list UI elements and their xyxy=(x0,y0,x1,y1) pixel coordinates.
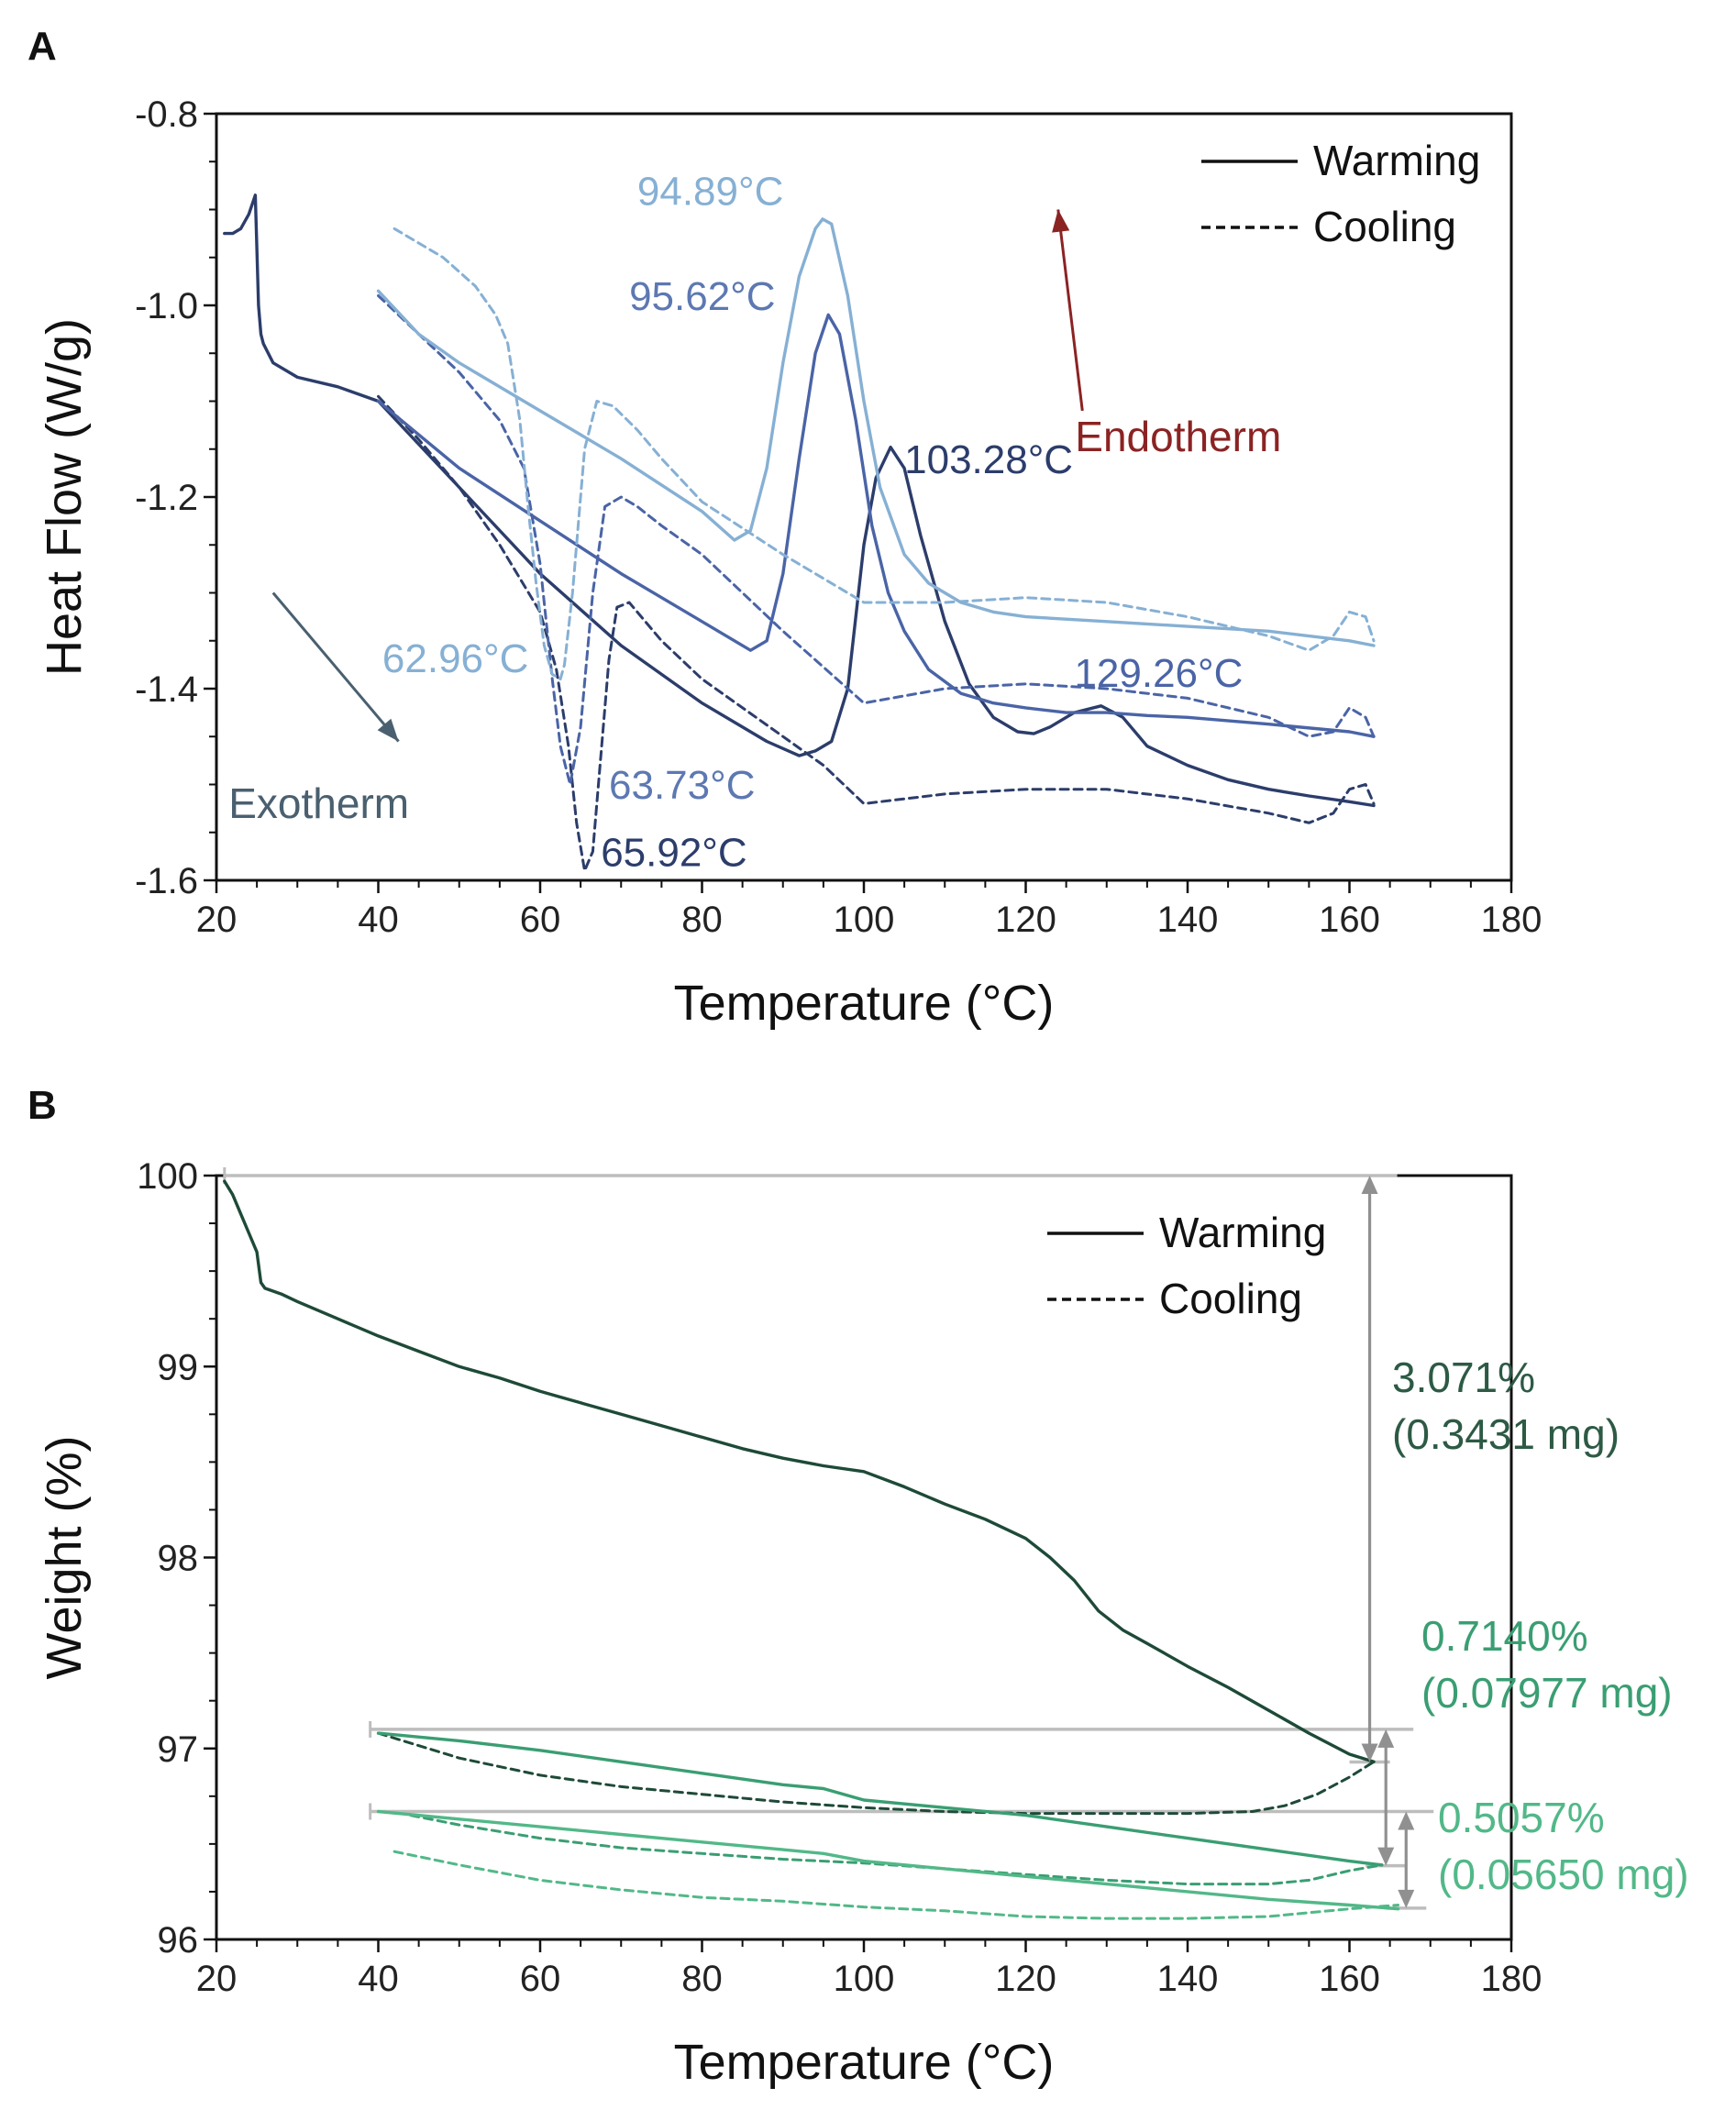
panel-a-x-tick-label: 40 xyxy=(358,900,399,940)
panel-a-arrow-shaft xyxy=(271,591,400,743)
panel-a-y-tick-label: -0.8 xyxy=(135,94,198,135)
panel-b-y-tick-label: 99 xyxy=(158,1347,199,1387)
panel-a-series-line xyxy=(377,394,1376,872)
panel-a-arrow-shaft xyxy=(1056,209,1084,412)
panel-a-series-line xyxy=(376,217,1376,647)
panel-a-x-tick-label: 20 xyxy=(196,900,238,940)
panel-b-y-tick-label: 96 xyxy=(158,1920,199,1961)
panel-a-y-axis-title: Heat Flow (W/g) xyxy=(37,318,92,676)
panel-b-bracket-arrow-bottom xyxy=(1361,1743,1378,1762)
panel-a-y-tick-label: -1.0 xyxy=(135,286,198,326)
panel-a-x-axis-title: Temperature (°C) xyxy=(674,976,1055,1031)
panel-b-bracket-arrow-top xyxy=(1398,1811,1415,1830)
panel-b-bracket-percent-label: 0.5057% xyxy=(1438,1794,1605,1841)
panel-a-letter: A xyxy=(28,24,57,69)
panel-a-endotherm-label: Endotherm xyxy=(1075,413,1281,460)
panel-b-x-tick-label: 20 xyxy=(196,1959,238,1999)
panel-b-bracket-percent-label: 3.071% xyxy=(1392,1353,1535,1401)
panel-a-x-tick-label: 140 xyxy=(1157,900,1219,940)
panel-a-series-line xyxy=(393,226,1376,680)
panel-a-peak-label: 95.62°C xyxy=(629,274,775,319)
panel-b-bracket-arrow-bottom xyxy=(1398,1889,1415,1908)
panel-b-bracket-mass-label: (0.05650 mg) xyxy=(1438,1850,1689,1898)
panel-b-x-tick-label: 100 xyxy=(834,1959,895,1999)
panel-b-y-tick-label: 97 xyxy=(158,1729,199,1770)
panel-b-series-line xyxy=(393,1850,1399,1920)
panel-b-x-tick-label: 120 xyxy=(995,1959,1056,1999)
panel-a-x-tick-label: 120 xyxy=(995,900,1056,940)
panel-b-y-tick-label: 98 xyxy=(158,1539,199,1579)
panel-a-y-tick-label: -1.6 xyxy=(135,861,198,901)
panel-b-x-tick-label: 60 xyxy=(520,1959,561,1999)
panel-a-x-tick-label: 60 xyxy=(520,900,561,940)
panel-a-x-tick-label: 160 xyxy=(1319,900,1380,940)
panel-b-legend-label: Cooling xyxy=(1159,1275,1302,1322)
panel-a-x-tick-label: 180 xyxy=(1481,900,1542,940)
panel-a-peak-label: 65.92°C xyxy=(601,830,746,875)
panel-a-legend-label: Warming xyxy=(1313,137,1480,184)
panel-a-peak-label: 63.73°C xyxy=(609,763,755,808)
panel-a-series-line xyxy=(376,313,1376,738)
panel-b-x-tick-label: 160 xyxy=(1319,1959,1380,1999)
panel-b-x-tick-label: 80 xyxy=(681,1959,723,1999)
panel-a-peak-label: 129.26°C xyxy=(1074,651,1243,696)
panel-a-arrow-head xyxy=(1052,209,1070,233)
panel-a-series-line xyxy=(223,193,1376,808)
panel-b-letter: B xyxy=(28,1083,57,1128)
panel-a-arrow-head xyxy=(377,718,399,742)
panel-b-bracket-percent-label: 0.7140% xyxy=(1421,1612,1588,1660)
panel-b-y-tick-label: 100 xyxy=(137,1156,198,1197)
panel-b-bracket-arrow-bottom xyxy=(1377,1847,1395,1866)
panel-b-series-line xyxy=(223,1179,1376,1764)
panel-a-peak-label: 94.89°C xyxy=(637,169,783,214)
panel-a-peak-label: 62.96°C xyxy=(382,636,528,681)
panel-b-bracket-mass-label: (0.07977 mg) xyxy=(1421,1669,1673,1717)
panel-b-x-axis-title: Temperature (°C) xyxy=(674,2035,1055,2090)
panel-b-x-tick-label: 40 xyxy=(358,1959,399,1999)
panel-a-exotherm-label: Exotherm xyxy=(228,779,409,827)
panel-b-bracket-arrow-top xyxy=(1377,1729,1395,1748)
panel-b-bracket-mass-label: (0.3431 mg) xyxy=(1392,1410,1620,1458)
panel-b-bracket-arrow-top xyxy=(1361,1176,1378,1194)
panel-b-chart: 20 40 60 80 100 120 140 160 180 96 97 98 99 100 Temper… xyxy=(37,1156,1689,2090)
panel-b-x-tick-label: 140 xyxy=(1157,1959,1219,1999)
panel-a-x-tick-label: 100 xyxy=(834,900,895,940)
panel-a-chart: 20 40 60 80 100 120 140 160 180 -1.6 -1.4 -1.2 -1.0 -… xyxy=(37,94,1542,1031)
panel-b-x-tick-label: 180 xyxy=(1481,1959,1542,1999)
panel-b-series-line xyxy=(376,1731,1384,1867)
panel-a-y-tick-label: -1.2 xyxy=(135,478,198,518)
panel-b-y-axis-title: Weight (%) xyxy=(37,1435,92,1679)
panel-a-series-line xyxy=(377,294,1376,786)
panel-a-peak-label: 103.28°C xyxy=(904,437,1073,482)
panel-a-y-tick-label: -1.4 xyxy=(135,669,198,710)
panel-b-legend-label: Warming xyxy=(1159,1209,1326,1256)
panel-b-series-line xyxy=(376,1809,1400,1911)
panel-a-x-tick-label: 80 xyxy=(681,900,723,940)
panel-a-legend-label: Cooling xyxy=(1313,203,1456,250)
